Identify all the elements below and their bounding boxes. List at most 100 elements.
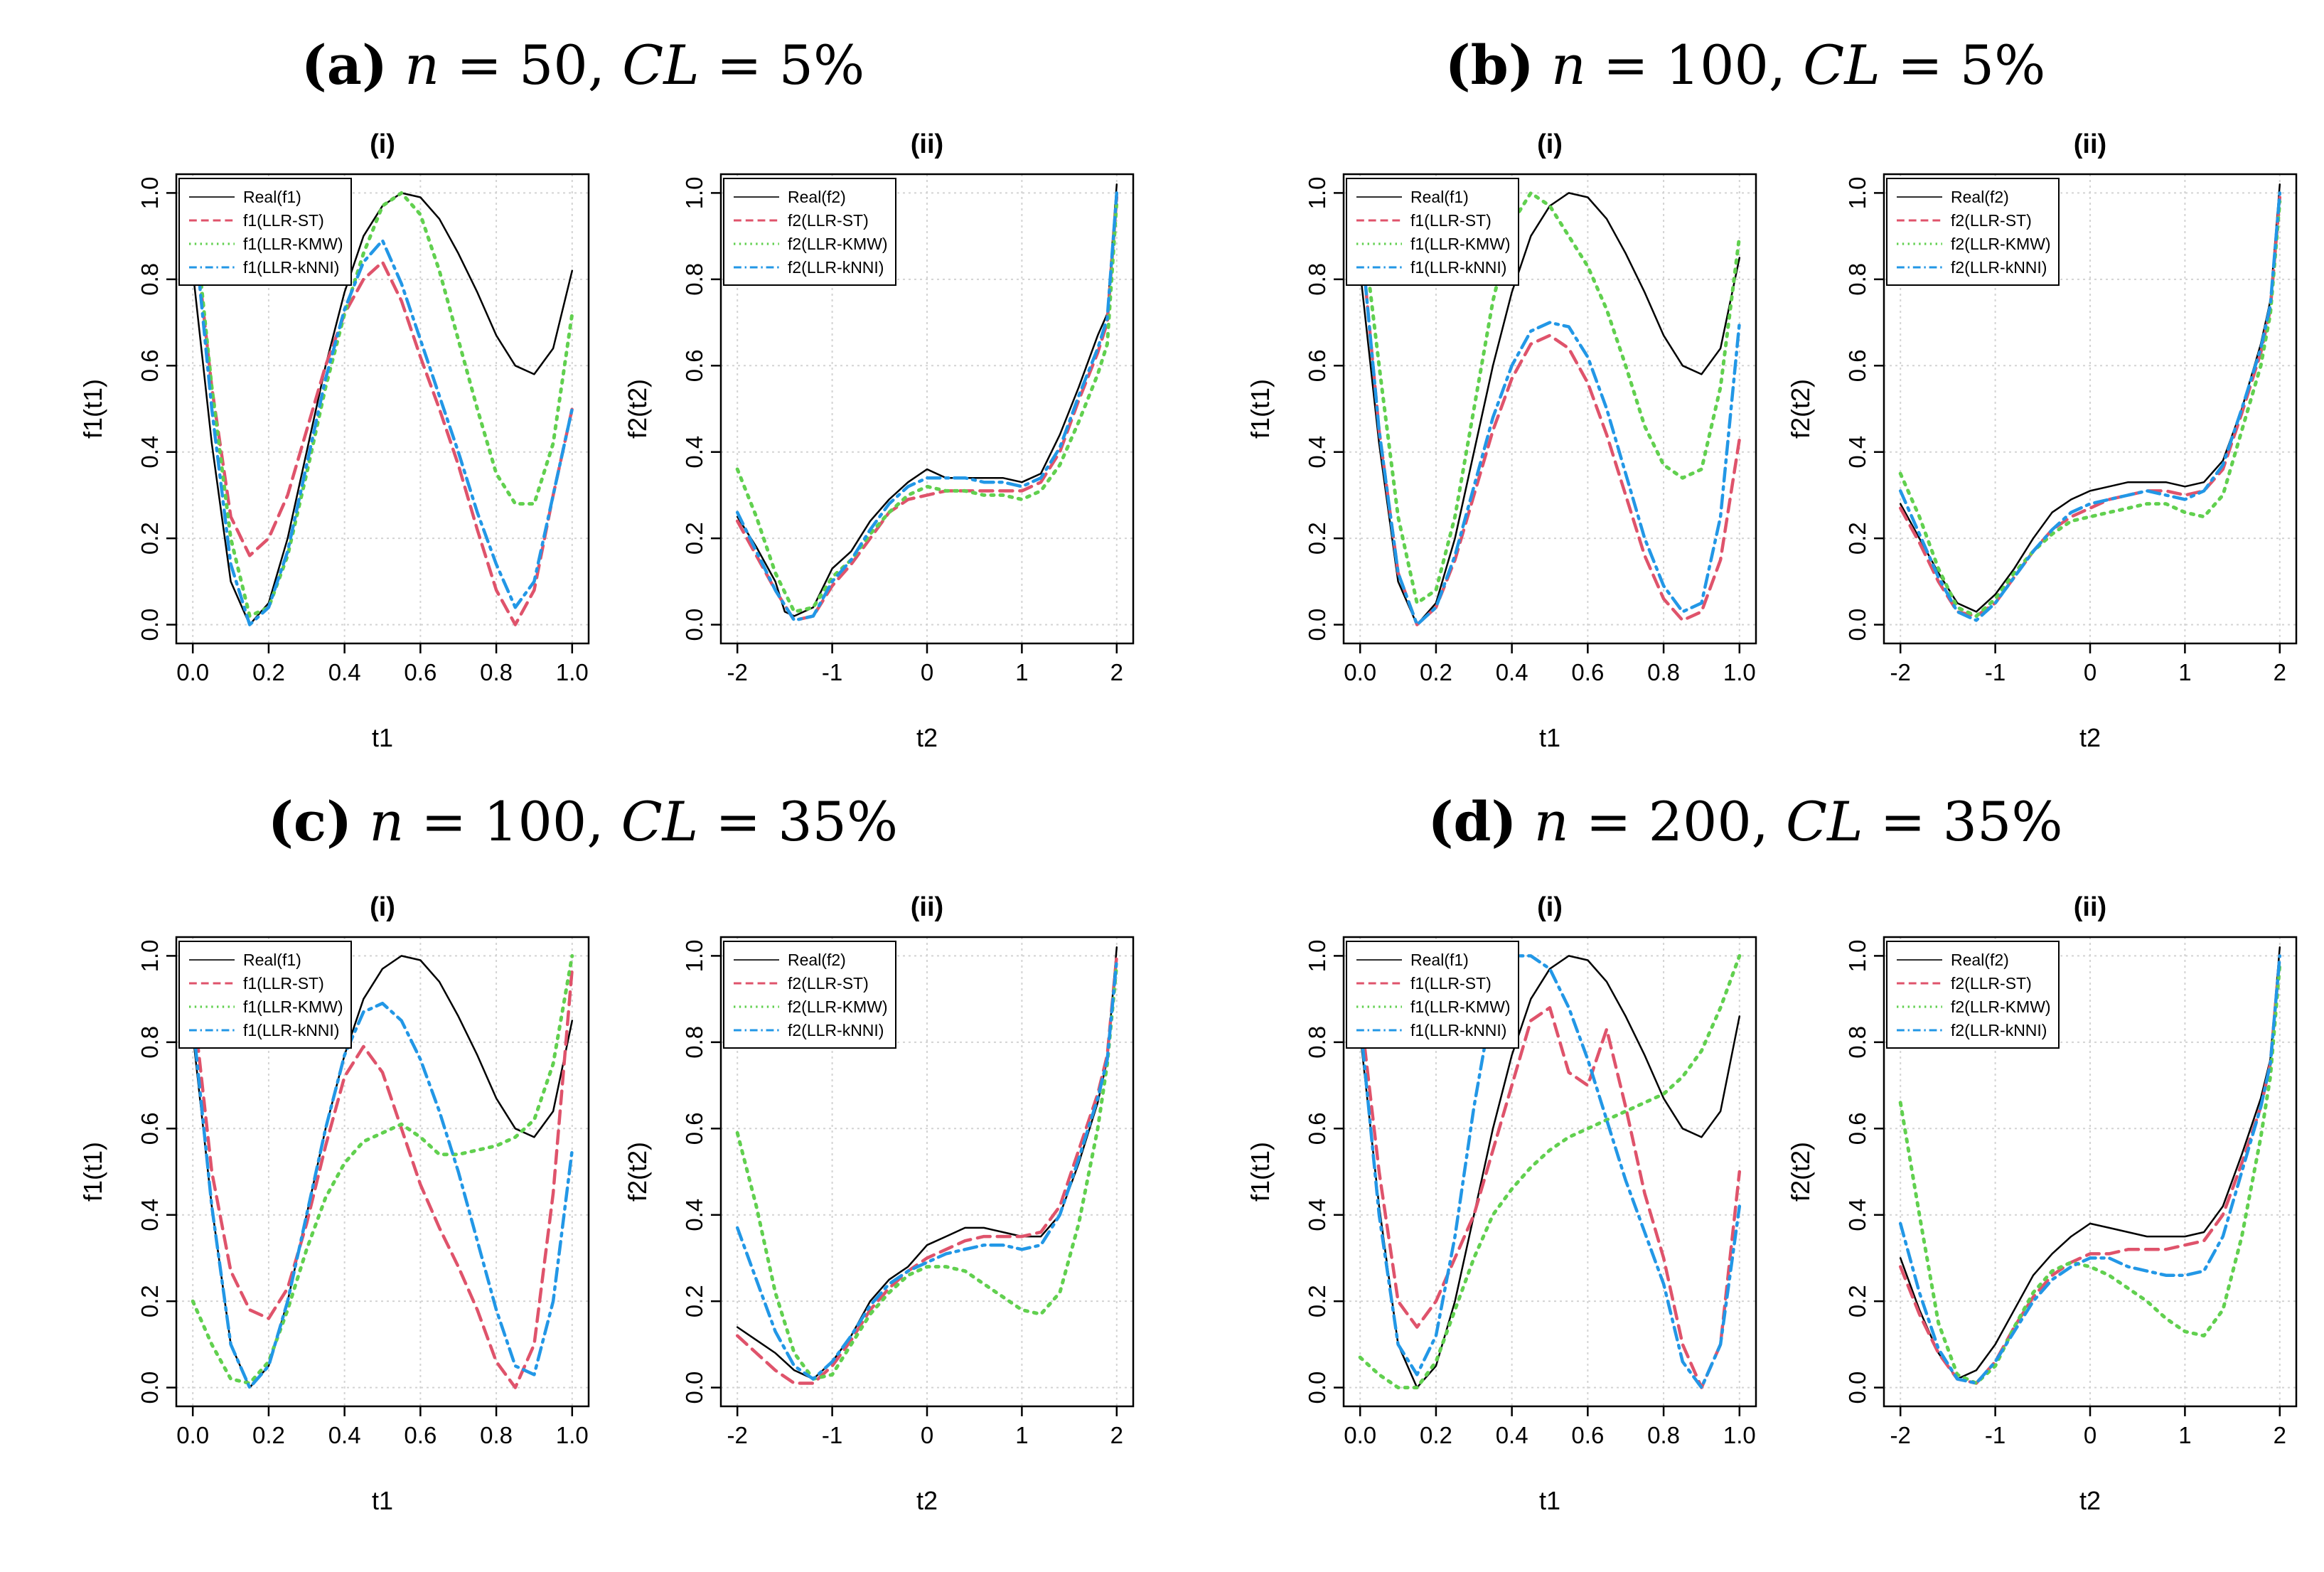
- x-tick-label: -1: [822, 1422, 842, 1448]
- legend: Real(f2) f2(LLR-ST) f2(LLR-KMW) f2(LLR-kNNI…: [1886, 178, 2060, 286]
- x-tick-label: 0.8: [480, 659, 513, 685]
- legend-label: f2(LLR-kNNI): [788, 1021, 884, 1039]
- legend-label: Real(f2): [788, 188, 846, 206]
- legend-label: Real(f1): [243, 951, 301, 969]
- y-tick-label: 0.0: [1304, 609, 1330, 641]
- y-tick-label: 0.0: [136, 609, 163, 641]
- legend-label: f2(LLR-ST): [1951, 211, 2032, 230]
- series-line-kmw: [1898, 963, 2282, 1385]
- series-line-st: [1898, 196, 2282, 618]
- x-tick-label: 0.6: [1571, 1422, 1604, 1448]
- series-line-kmw: [735, 963, 1119, 1381]
- y-tick-label: 0.6: [136, 349, 163, 382]
- panel-cl-value: = 5%: [1880, 33, 2046, 97]
- panel-title: (d) n = 200, CL = 35%: [1428, 790, 2062, 853]
- legend: Real(f1) f1(LLR-ST) f1(LLR-KMW) f1(LLR-kNNI…: [178, 178, 352, 286]
- y-tick-label: 1.0: [1844, 176, 1870, 209]
- x-axis-label: t1: [1539, 723, 1560, 752]
- panel-n-symbol: n: [369, 790, 404, 853]
- plot-frame: [175, 936, 590, 1408]
- series-line-knni: [1358, 954, 1742, 1389]
- plot-d-2: -2 -1 0 1 2 0.0 0.2 0.4 0.6 0.8 1.0 (ii) t2 f2(t2) Rea…: [1786, 892, 2298, 1515]
- x-tick-label: -1: [822, 659, 842, 685]
- legend: Real(f1) f1(LLR-ST) f1(LLR-KMW) f1(LLR-kNNI…: [1346, 178, 1519, 286]
- plot-frame: [1342, 936, 1757, 1408]
- panel-label: (d): [1428, 790, 1516, 853]
- legend-label: f2(LLR-kNNI): [1951, 258, 2047, 277]
- series-line-st: [191, 967, 574, 1389]
- y-axis-label: f1(t1): [1246, 379, 1275, 439]
- series-line-st: [1358, 225, 1742, 626]
- panel-n-value: = 200,: [1569, 790, 1786, 853]
- x-tick-label: 0.8: [1647, 659, 1680, 685]
- x-tick-label: 0.2: [1420, 659, 1452, 685]
- panel-title-space: [1534, 33, 1551, 97]
- plot-title: (ii): [911, 892, 943, 922]
- plot-b-2: -2 -1 0 1 2 0.0 0.2 0.4 0.6 0.8 1.0 (ii) t2 f2(t2) Rea…: [1786, 129, 2298, 752]
- y-tick-label: 1.0: [1304, 176, 1330, 209]
- panel-cl-symbol: CL: [1786, 790, 1863, 853]
- legend-label: f1(LLR-kNNI): [1410, 1021, 1506, 1039]
- plot-c-1: 0.0 0.2 0.4 0.6 0.8 1.0 0.0 0.2 0.4 0.6 0.8 1.0 (i) t…: [78, 892, 590, 1515]
- panel-title: (b) n = 100, CL = 5%: [1445, 33, 2046, 97]
- legend-label: f2(LLR-KMW): [1951, 998, 2051, 1016]
- y-tick-label: 0.0: [136, 1372, 163, 1404]
- series-line-knni: [1898, 191, 2282, 622]
- y-tick-label: 0.2: [1304, 1285, 1330, 1317]
- y-tick-label: 0.0: [1844, 1372, 1870, 1404]
- legend-label: f1(LLR-ST): [1410, 974, 1492, 993]
- y-tick-label: 1.0: [681, 176, 707, 209]
- x-tick-label: -2: [1890, 659, 1911, 685]
- x-tick-label: 2: [1110, 659, 1123, 685]
- y-axis-label: f2(t2): [623, 1142, 652, 1202]
- y-tick-label: 0.2: [136, 1285, 163, 1317]
- x-tick-label: 1: [1015, 1422, 1028, 1448]
- panel-title: (c) n = 100, CL = 35%: [268, 790, 898, 853]
- series-line-knni: [1898, 954, 2282, 1385]
- legend-label: f2(LLR-KMW): [788, 235, 888, 253]
- x-tick-label: 0.4: [328, 1422, 361, 1448]
- plot-frame: [175, 173, 590, 645]
- panel-cl-value: = 35%: [698, 790, 898, 853]
- panel-n-value: = 50,: [439, 33, 622, 97]
- x-axis-label: t2: [2079, 1486, 2101, 1515]
- x-tick-label: 1.0: [1723, 1422, 1756, 1448]
- series-line-knni: [735, 191, 1119, 622]
- series-line-st: [735, 954, 1119, 1385]
- series-line-kmw: [191, 953, 574, 1385]
- plot-frame: [1342, 173, 1757, 645]
- legend-label: f1(LLR-ST): [243, 974, 324, 993]
- x-tick-label: 0.2: [252, 659, 285, 685]
- panel-n-symbol: n: [1534, 790, 1569, 853]
- legend-label: Real(f1): [243, 188, 301, 206]
- series-line-st: [1898, 954, 2282, 1385]
- plot-title: (i): [1537, 129, 1563, 159]
- x-tick-label: 0: [2084, 1422, 2097, 1448]
- x-tick-label: 0.8: [480, 1422, 513, 1448]
- y-tick-label: 1.0: [681, 939, 707, 972]
- y-tick-label: 0.4: [681, 436, 707, 469]
- panel-n-symbol: n: [1551, 33, 1586, 97]
- y-tick-label: 0.8: [681, 263, 707, 296]
- plot-title: (ii): [2074, 129, 2106, 159]
- panel-n-value: = 100,: [404, 790, 621, 853]
- series-line-kmw: [735, 200, 1119, 614]
- y-tick-label: 0.4: [1844, 436, 1870, 469]
- y-tick-label: 0.4: [136, 1199, 163, 1231]
- y-tick-label: 1.0: [1844, 939, 1870, 972]
- panel-title-space: [1517, 790, 1534, 853]
- y-tick-label: 0.8: [1844, 263, 1870, 296]
- x-tick-label: 0.6: [1571, 659, 1604, 685]
- x-tick-label: 0.0: [1344, 659, 1376, 685]
- x-axis-label: t1: [1539, 1486, 1560, 1515]
- y-tick-label: 0.2: [681, 522, 707, 555]
- panel-cl-symbol: CL: [622, 33, 700, 97]
- legend-label: f1(LLR-KMW): [243, 235, 343, 253]
- legend: Real(f2) f2(LLR-ST) f2(LLR-KMW) f2(LLR-kNNI…: [723, 941, 896, 1049]
- x-tick-label: 1.0: [556, 659, 589, 685]
- legend-label: f1(LLR-ST): [1410, 211, 1492, 230]
- series-line-real: [1899, 946, 2281, 1380]
- panel-n-symbol: n: [405, 33, 439, 97]
- x-tick-label: 1: [2178, 659, 2191, 685]
- legend-label: f1(LLR-kNNI): [243, 1021, 339, 1039]
